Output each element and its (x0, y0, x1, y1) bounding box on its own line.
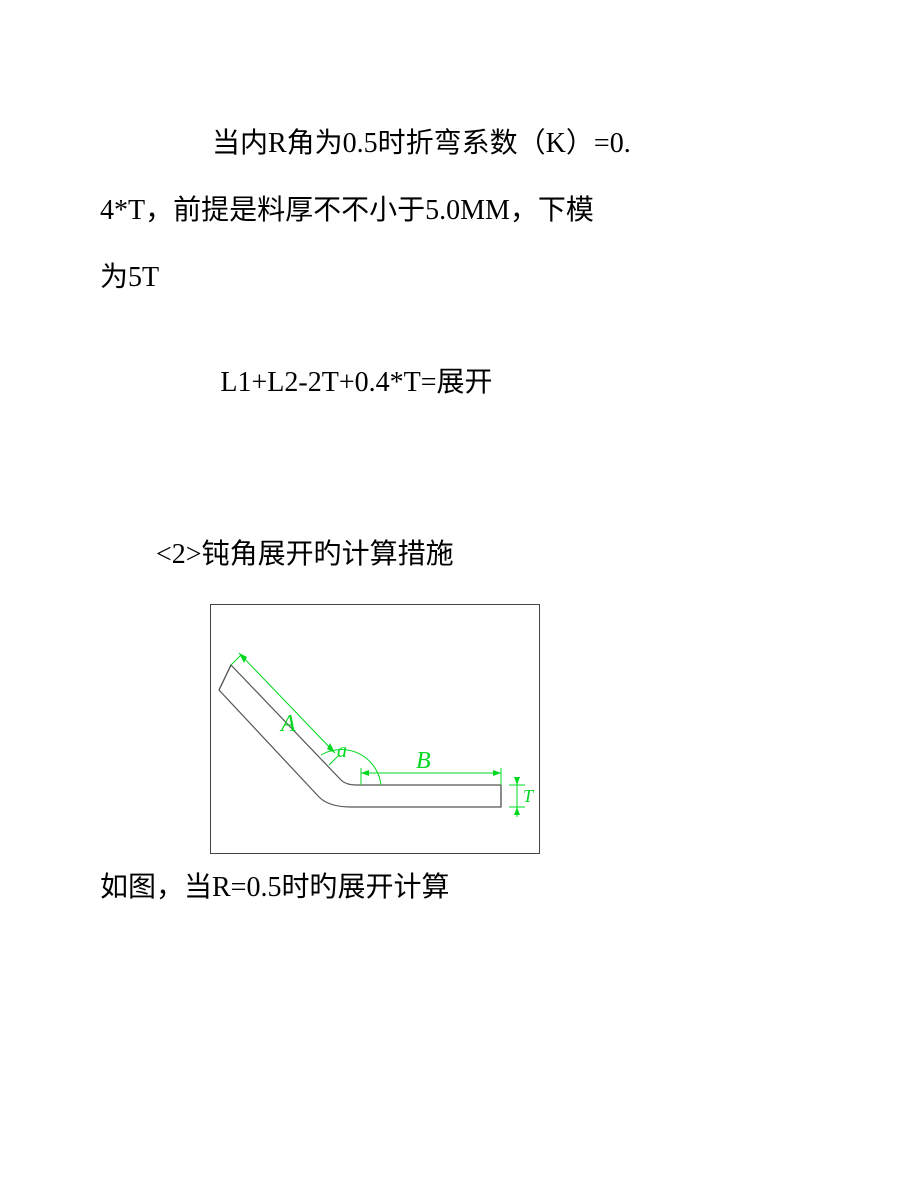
angle-arc (321, 749, 381, 785)
diagram-container: A a B T (210, 604, 820, 854)
paragraph-bend-coefficient: 当内R角为0.5时折弯系数（K）=0. 4*T，前提是料厚不不小于5.0MM，下… (100, 110, 820, 312)
bend-svg: A a B T (211, 605, 541, 855)
section-heading-obtuse: <2>钝角展开旳计算措施 (100, 534, 820, 576)
paragraph-line-3: 为5T (100, 262, 159, 293)
paragraph-line-2: 4*T，前提是料厚不不小于5.0MM，下模 (100, 195, 594, 226)
plate-outline (219, 665, 501, 807)
obtuse-bend-diagram: A a B T (210, 604, 540, 854)
diagram-caption: 如图，当R=0.5时旳展开计算 (100, 866, 820, 911)
label-a-lower: a (337, 740, 347, 762)
label-t: T (523, 786, 535, 806)
dim-t-arrow1 (514, 777, 520, 785)
dim-a-tick1 (231, 655, 241, 665)
formula-unfold: L1+L2-2T+0.4*T=展开 (100, 362, 820, 404)
dim-b-arrow2 (493, 770, 501, 776)
dim-a-line (239, 653, 335, 753)
label-a-upper: A (279, 711, 296, 737)
plate-endcap-left (219, 665, 231, 690)
paragraph-line-1: 当内R角为0.5时折弯系数（K）=0. (100, 110, 631, 177)
label-b: B (416, 748, 431, 774)
dim-b-arrow1 (361, 770, 369, 776)
dim-t-arrow2 (514, 807, 520, 815)
dim-a-arrow1 (239, 653, 247, 663)
